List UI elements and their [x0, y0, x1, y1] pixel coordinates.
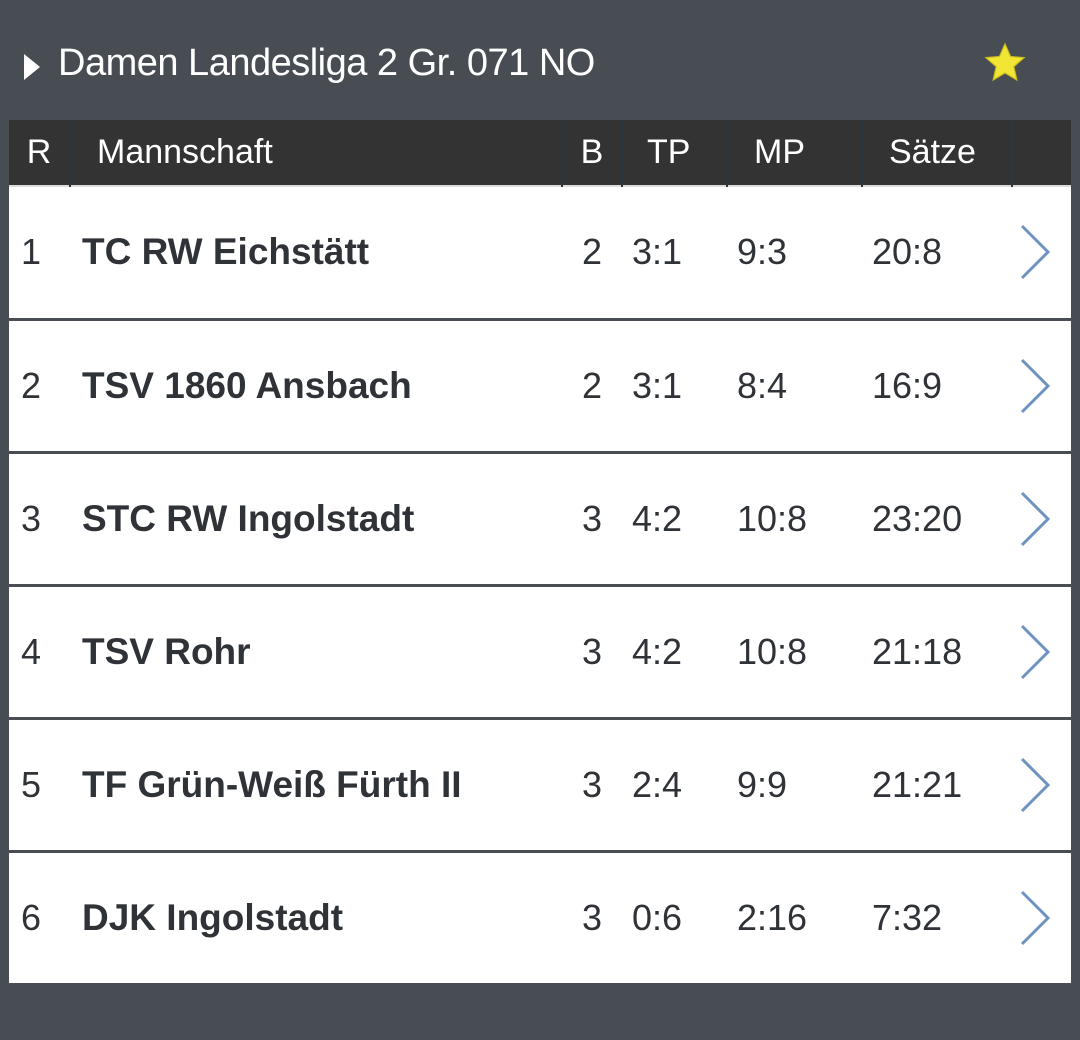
rank-cell: 6: [9, 851, 70, 986]
chevron-right-icon: [1020, 491, 1051, 546]
chevron-right-icon: [1020, 225, 1051, 280]
row-detail-button[interactable]: [1012, 319, 1071, 454]
saetze-cell: 20:8: [862, 185, 1012, 321]
mp-cell: 10:8: [727, 585, 862, 720]
chevron-right-icon: [1020, 624, 1051, 679]
standings-table: R Mannschaft B TP MP Sätze 1 TC RW Eichst…: [9, 120, 1071, 986]
b-cell: 3: [562, 452, 622, 587]
table-row[interactable]: 4 TSV Rohr 3 4:2 10:8 21:18: [9, 585, 1071, 720]
tp-cell: 2:4: [622, 718, 727, 853]
row-detail-button[interactable]: [1012, 185, 1071, 321]
team-name: TF Grün-Weiß Fürth II: [70, 718, 562, 853]
rank-cell: 4: [9, 585, 70, 720]
table-row[interactable]: 1 TC RW Eichstätt 2 3:1 9:3 20:8: [9, 185, 1071, 321]
mp-cell: 9:9: [727, 718, 862, 853]
tp-cell: 3:1: [622, 185, 727, 321]
mp-cell: 10:8: [727, 452, 862, 587]
row-detail-button[interactable]: [1012, 585, 1071, 720]
tp-cell: 4:2: [622, 585, 727, 720]
chevron-right-icon: [1020, 358, 1051, 413]
col-rank[interactable]: R: [9, 120, 71, 186]
team-name: TC RW Eichstätt: [70, 185, 562, 321]
saetze-cell: 23:20: [862, 452, 1012, 587]
table-row[interactable]: 3 STC RW Ingolstadt 3 4:2 10:8 23:20: [9, 452, 1071, 587]
b-cell: 2: [562, 185, 622, 321]
b-cell: 3: [562, 585, 622, 720]
b-cell: 3: [562, 851, 622, 986]
expand-triangle-icon[interactable]: [24, 54, 40, 80]
col-tp[interactable]: TP: [622, 120, 728, 186]
col-saetze[interactable]: Sätze: [862, 120, 1013, 186]
team-name: DJK Ingolstadt: [70, 851, 562, 986]
rank-cell: 2: [9, 319, 70, 454]
row-detail-button[interactable]: [1012, 851, 1071, 986]
table-row[interactable]: 6 DJK Ingolstadt 3 0:6 2:16 7:32: [9, 851, 1071, 986]
row-detail-button[interactable]: [1012, 452, 1071, 587]
col-action: [1012, 120, 1071, 186]
mp-cell: 9:3: [727, 185, 862, 321]
mp-cell: 2:16: [727, 851, 862, 986]
rank-cell: 5: [9, 718, 70, 853]
saetze-cell: 21:18: [862, 585, 1012, 720]
team-name: STC RW Ingolstadt: [70, 452, 562, 587]
team-name: TSV Rohr: [70, 585, 562, 720]
chevron-right-icon: [1020, 757, 1051, 812]
table-row[interactable]: 5 TF Grün-Weiß Fürth II 3 2:4 9:9 21:21: [9, 718, 1071, 853]
chevron-right-icon: [1020, 890, 1051, 945]
team-name: TSV 1860 Ansbach: [70, 319, 562, 454]
b-cell: 2: [562, 319, 622, 454]
league-title[interactable]: Damen Landesliga 2 Gr. 071 NO: [58, 42, 595, 84]
b-cell: 3: [562, 718, 622, 853]
col-mp[interactable]: MP: [727, 120, 863, 186]
col-b[interactable]: B: [562, 120, 623, 186]
mp-cell: 8:4: [727, 319, 862, 454]
rank-cell: 3: [9, 452, 70, 587]
tp-cell: 0:6: [622, 851, 727, 986]
row-detail-button[interactable]: [1012, 718, 1071, 853]
saetze-cell: 16:9: [862, 319, 1012, 454]
saetze-cell: 21:21: [862, 718, 1012, 853]
saetze-cell: 7:32: [862, 851, 1012, 986]
table-row[interactable]: 2 TSV 1860 Ansbach 2 3:1 8:4 16:9: [9, 319, 1071, 454]
favorite-star-icon[interactable]: [982, 40, 1028, 86]
table-header: R Mannschaft B TP MP Sätze: [9, 120, 1071, 186]
tp-cell: 4:2: [622, 452, 727, 587]
league-header: Damen Landesliga 2 Gr. 071 NO: [0, 30, 1080, 102]
rank-cell: 1: [9, 185, 70, 321]
col-team[interactable]: Mannschaft: [70, 120, 563, 186]
tp-cell: 3:1: [622, 319, 727, 454]
